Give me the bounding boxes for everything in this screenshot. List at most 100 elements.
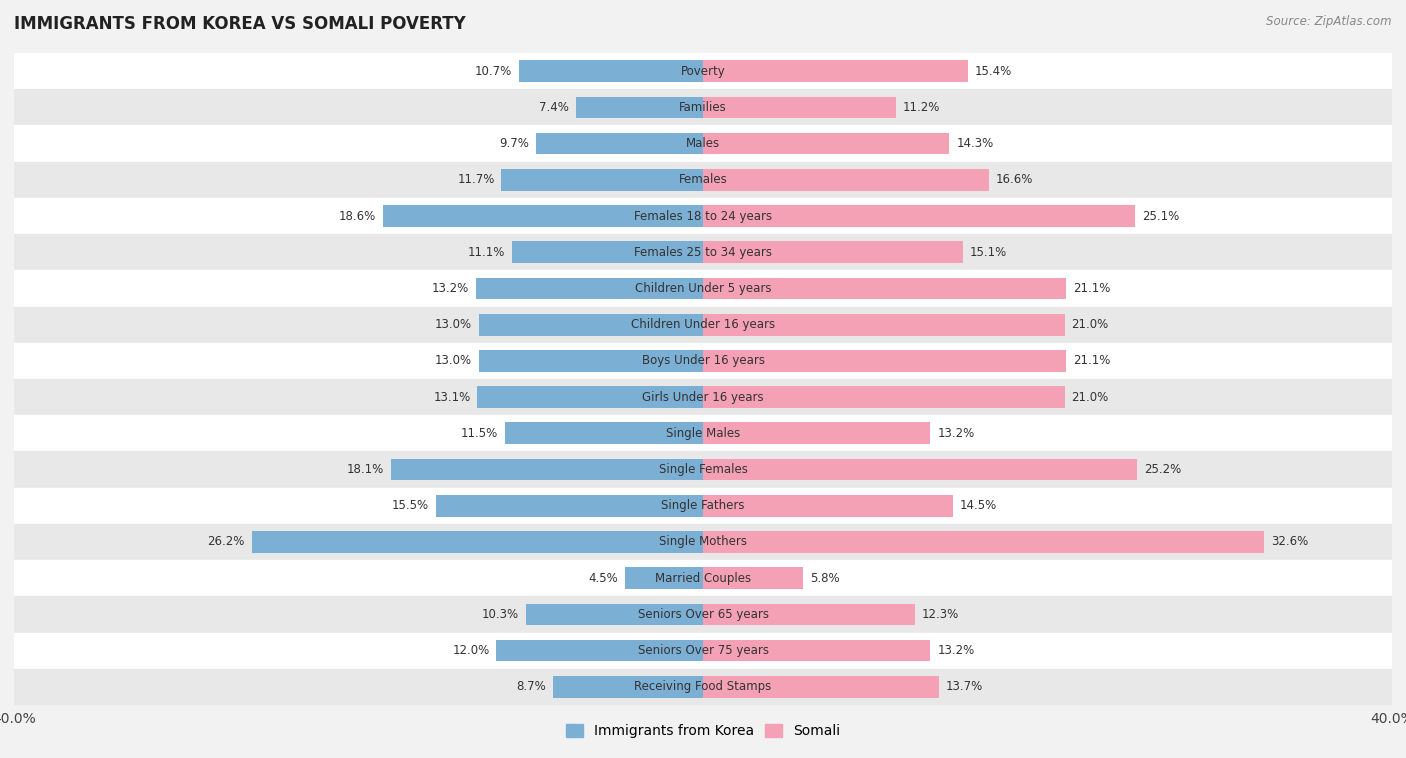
Bar xyxy=(703,387,1064,408)
Bar xyxy=(14,415,1392,452)
Text: Single Fathers: Single Fathers xyxy=(661,500,745,512)
Text: 8.7%: 8.7% xyxy=(516,681,547,694)
Bar xyxy=(14,198,1392,234)
Bar xyxy=(703,495,953,517)
Text: 15.1%: 15.1% xyxy=(970,246,1007,258)
Bar xyxy=(519,61,703,82)
Bar xyxy=(14,271,1392,306)
Text: 18.1%: 18.1% xyxy=(347,463,384,476)
Bar xyxy=(14,669,1392,705)
Bar xyxy=(703,241,963,263)
Bar xyxy=(703,96,896,118)
Bar xyxy=(478,387,703,408)
Bar xyxy=(526,603,703,625)
Text: 10.7%: 10.7% xyxy=(475,64,512,77)
Bar xyxy=(703,603,915,625)
Bar xyxy=(14,632,1392,669)
Text: Males: Males xyxy=(686,137,720,150)
Text: 25.2%: 25.2% xyxy=(1144,463,1181,476)
Bar xyxy=(553,676,703,697)
Bar xyxy=(14,234,1392,271)
Bar xyxy=(703,169,988,191)
Bar xyxy=(14,487,1392,524)
Text: Girls Under 16 years: Girls Under 16 years xyxy=(643,390,763,403)
Text: 21.1%: 21.1% xyxy=(1073,355,1111,368)
Bar xyxy=(502,169,703,191)
Bar xyxy=(703,61,969,82)
Text: 15.4%: 15.4% xyxy=(976,64,1012,77)
Text: 21.0%: 21.0% xyxy=(1071,318,1109,331)
Text: 10.3%: 10.3% xyxy=(482,608,519,621)
Text: 12.3%: 12.3% xyxy=(922,608,959,621)
Bar xyxy=(14,126,1392,161)
Text: Single Males: Single Males xyxy=(666,427,740,440)
Bar xyxy=(252,531,703,553)
Bar xyxy=(14,560,1392,597)
Text: 26.2%: 26.2% xyxy=(208,535,245,549)
Text: 15.5%: 15.5% xyxy=(392,500,429,512)
Text: 13.2%: 13.2% xyxy=(432,282,468,295)
Text: 11.7%: 11.7% xyxy=(457,174,495,186)
Text: 21.0%: 21.0% xyxy=(1071,390,1109,403)
Text: 13.0%: 13.0% xyxy=(434,318,472,331)
Bar xyxy=(14,452,1392,487)
Text: Source: ZipAtlas.com: Source: ZipAtlas.com xyxy=(1267,15,1392,28)
Text: 11.1%: 11.1% xyxy=(468,246,505,258)
Text: Families: Families xyxy=(679,101,727,114)
Text: 13.7%: 13.7% xyxy=(946,681,983,694)
Bar xyxy=(496,640,703,662)
Text: 11.5%: 11.5% xyxy=(461,427,498,440)
Bar xyxy=(479,314,703,336)
Bar xyxy=(382,205,703,227)
Bar xyxy=(703,422,931,444)
Text: 13.0%: 13.0% xyxy=(434,355,472,368)
Text: Females: Females xyxy=(679,174,727,186)
Bar xyxy=(14,161,1392,198)
Bar xyxy=(703,133,949,155)
Bar xyxy=(703,640,931,662)
Bar xyxy=(703,277,1066,299)
Bar xyxy=(14,306,1392,343)
Bar xyxy=(575,96,703,118)
Text: 7.4%: 7.4% xyxy=(538,101,568,114)
Bar xyxy=(703,567,803,589)
Bar xyxy=(703,531,1264,553)
Text: Poverty: Poverty xyxy=(681,64,725,77)
Text: 13.2%: 13.2% xyxy=(938,427,974,440)
Bar xyxy=(475,277,703,299)
Text: 32.6%: 32.6% xyxy=(1271,535,1309,549)
Bar xyxy=(505,422,703,444)
Text: 9.7%: 9.7% xyxy=(499,137,529,150)
Text: Seniors Over 65 years: Seniors Over 65 years xyxy=(637,608,769,621)
Bar xyxy=(703,676,939,697)
Text: 16.6%: 16.6% xyxy=(995,174,1033,186)
Bar xyxy=(703,205,1135,227)
Text: Females 18 to 24 years: Females 18 to 24 years xyxy=(634,209,772,223)
Text: Married Couples: Married Couples xyxy=(655,572,751,584)
Bar xyxy=(436,495,703,517)
Text: 13.2%: 13.2% xyxy=(938,644,974,657)
Text: 18.6%: 18.6% xyxy=(339,209,375,223)
Text: Single Mothers: Single Mothers xyxy=(659,535,747,549)
Text: Boys Under 16 years: Boys Under 16 years xyxy=(641,355,765,368)
Text: IMMIGRANTS FROM KOREA VS SOMALI POVERTY: IMMIGRANTS FROM KOREA VS SOMALI POVERTY xyxy=(14,15,465,33)
Text: 14.5%: 14.5% xyxy=(960,500,997,512)
Bar xyxy=(536,133,703,155)
Bar xyxy=(626,567,703,589)
Text: 11.2%: 11.2% xyxy=(903,101,941,114)
Text: Receiving Food Stamps: Receiving Food Stamps xyxy=(634,681,772,694)
Bar xyxy=(14,343,1392,379)
Legend: Immigrants from Korea, Somali: Immigrants from Korea, Somali xyxy=(561,719,845,744)
Text: Children Under 5 years: Children Under 5 years xyxy=(634,282,772,295)
Text: Single Females: Single Females xyxy=(658,463,748,476)
Text: 25.1%: 25.1% xyxy=(1142,209,1180,223)
Bar xyxy=(512,241,703,263)
Bar xyxy=(14,524,1392,560)
Bar xyxy=(14,597,1392,632)
Text: 13.1%: 13.1% xyxy=(433,390,471,403)
Text: 5.8%: 5.8% xyxy=(810,572,839,584)
Text: 14.3%: 14.3% xyxy=(956,137,994,150)
Bar xyxy=(391,459,703,481)
Text: Children Under 16 years: Children Under 16 years xyxy=(631,318,775,331)
Text: Seniors Over 75 years: Seniors Over 75 years xyxy=(637,644,769,657)
